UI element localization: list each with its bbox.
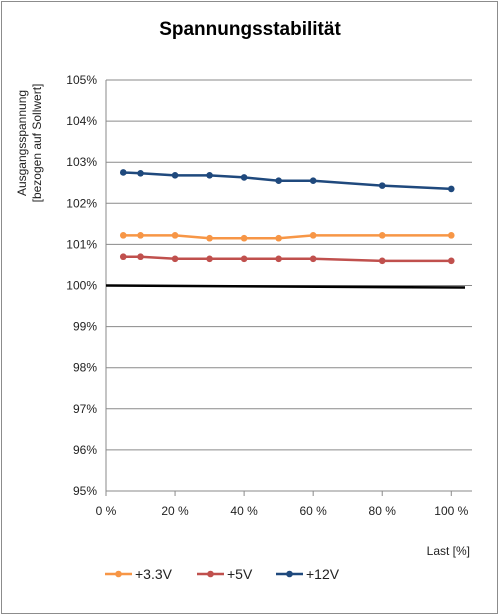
data-point bbox=[206, 234, 213, 242]
x-axis: 0 % 20 % 40 % 60 % 80 % 100 % bbox=[96, 80, 472, 518]
data-point bbox=[275, 255, 282, 263]
data-point bbox=[206, 255, 213, 263]
series-3 bbox=[119, 169, 455, 193]
series-2 bbox=[119, 253, 455, 265]
data-point bbox=[275, 234, 282, 242]
data-point bbox=[447, 257, 455, 265]
data-point bbox=[119, 232, 127, 239]
data-point bbox=[171, 255, 179, 263]
legend-swatch-marker bbox=[207, 570, 214, 578]
y-tick-label: 105% bbox=[66, 73, 97, 87]
y-tick-label: 101% bbox=[66, 237, 97, 251]
legend-swatch-marker bbox=[115, 570, 122, 578]
y-axis-title-line-2: [bezogen auf Sollwert] bbox=[30, 84, 44, 203]
series-1 bbox=[119, 232, 455, 242]
data-point bbox=[447, 185, 455, 193]
data-point bbox=[275, 177, 282, 184]
data-point bbox=[171, 172, 179, 179]
y-tick-label: 102% bbox=[66, 196, 97, 210]
y-axis-ticks: 95% 96% 97% 98% 99% 100% 101% 102% 103% 104% 105% bbox=[66, 73, 97, 498]
legend-item: +5V bbox=[197, 566, 253, 582]
y-tick-label: 97% bbox=[73, 402, 97, 416]
legend-swatch-marker bbox=[286, 570, 293, 578]
y-tick-label: 104% bbox=[66, 114, 97, 128]
y-axis-title: Ausgangsspannung [bezogen auf Sollwert] bbox=[15, 84, 44, 203]
data-point bbox=[137, 232, 144, 239]
data-point bbox=[206, 172, 213, 179]
legend-label: +12V bbox=[306, 566, 340, 582]
data-point bbox=[378, 232, 386, 239]
x-tick-label: 40 % bbox=[230, 504, 258, 518]
x-axis-title: Last [%] bbox=[427, 544, 470, 558]
reference-line bbox=[105, 284, 466, 289]
y-tick-label: 99% bbox=[73, 320, 97, 334]
legend: +3.3V +5V +12V bbox=[105, 566, 340, 582]
y-tick-label: 95% bbox=[73, 484, 97, 498]
data-point bbox=[309, 255, 317, 263]
series-group bbox=[119, 169, 455, 265]
data-point bbox=[240, 174, 248, 181]
data-point bbox=[137, 253, 144, 261]
data-point bbox=[240, 255, 248, 263]
y-axis-title-line-1: Ausgangsspannung bbox=[15, 90, 29, 196]
legend-label: +3.3V bbox=[135, 566, 173, 582]
y-tick-label: 96% bbox=[73, 443, 97, 457]
data-point bbox=[240, 234, 248, 242]
data-point bbox=[119, 169, 127, 176]
x-tick-label: 80 % bbox=[369, 504, 397, 518]
x-tick-label: 0 % bbox=[96, 504, 117, 518]
y-tick-label: 100% bbox=[66, 279, 97, 293]
data-point bbox=[309, 232, 317, 239]
data-point bbox=[171, 232, 179, 239]
legend-item: +12V bbox=[276, 566, 340, 582]
y-tick-label: 98% bbox=[73, 361, 97, 375]
legend-label: +5V bbox=[227, 566, 253, 582]
reference-line-100-percent bbox=[105, 284, 466, 289]
x-tick-label: 60 % bbox=[299, 504, 327, 518]
data-point bbox=[137, 169, 144, 177]
data-point bbox=[309, 177, 317, 184]
x-tick-label: 100 % bbox=[434, 504, 468, 518]
data-point bbox=[378, 257, 386, 265]
data-point bbox=[378, 182, 386, 189]
y-tick-label: 103% bbox=[66, 155, 97, 169]
chart-title: Spannungsstabilität bbox=[159, 19, 341, 40]
legend-item: +3.3V bbox=[105, 566, 173, 582]
x-tick-label: 20 % bbox=[161, 504, 189, 518]
data-point bbox=[119, 253, 127, 261]
data-point bbox=[447, 232, 455, 239]
